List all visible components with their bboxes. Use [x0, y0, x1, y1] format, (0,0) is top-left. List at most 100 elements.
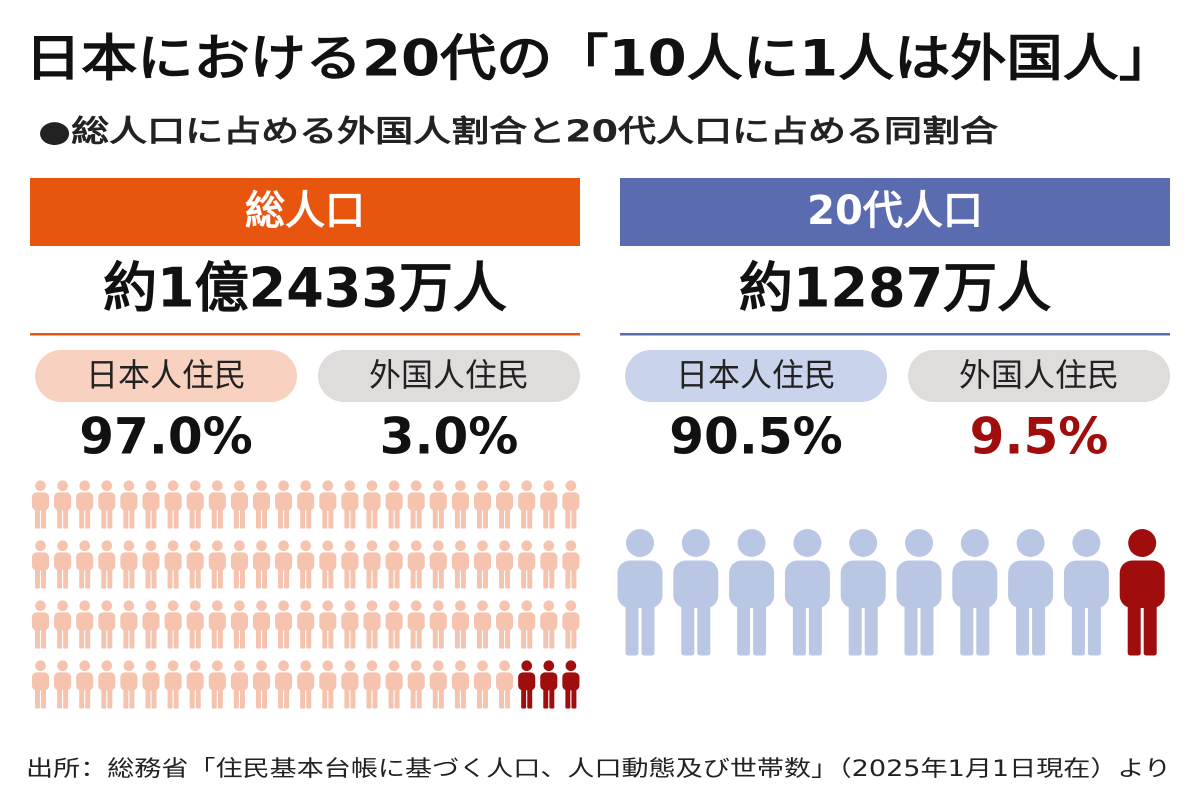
icon-leg: [681, 593, 695, 656]
icon-head: [681, 529, 710, 557]
person-icon: [275, 540, 293, 589]
icon-leg: [388, 684, 394, 709]
person-icon: [252, 660, 271, 709]
icon-leg: [123, 504, 129, 529]
person-icon: [518, 480, 536, 529]
icon-leg: [300, 564, 306, 589]
icon-head: [905, 529, 933, 557]
icon-leg: [34, 684, 40, 709]
icon-leg: [920, 593, 934, 656]
icon-head: [167, 600, 179, 612]
icon-leg: [460, 624, 466, 649]
person-icon: [1063, 529, 1109, 656]
icon-leg: [57, 504, 63, 529]
person-icon: [540, 540, 558, 589]
icon-leg: [284, 624, 290, 649]
icon-leg: [217, 624, 223, 649]
icon-leg: [499, 684, 505, 709]
icon-leg: [107, 564, 113, 589]
icon-head: [410, 540, 422, 552]
icon-leg: [454, 684, 460, 709]
icon-body: [186, 612, 204, 631]
icon-body: [76, 612, 94, 631]
icon-head: [189, 600, 201, 612]
icon-body: [429, 552, 447, 571]
icon-body: [275, 492, 293, 511]
icon-leg: [322, 564, 328, 589]
icon-head: [521, 480, 533, 492]
icon-body: [275, 612, 293, 631]
icon-leg: [388, 504, 394, 529]
icon-body: [496, 492, 514, 511]
icon-leg: [344, 624, 350, 649]
panel-total: 約1287万人: [739, 257, 1051, 320]
icon-body: [31, 612, 50, 631]
icon-body: [451, 492, 469, 511]
icon-leg: [394, 504, 400, 529]
icon-head: [123, 600, 135, 612]
icon-leg: [476, 504, 482, 529]
icon-head: [432, 480, 444, 492]
person-icon: [319, 600, 337, 649]
icon-head: [101, 480, 113, 492]
icon-head: [189, 660, 201, 672]
icon-body: [341, 552, 359, 571]
icon-head: [35, 600, 46, 612]
icon-leg: [499, 504, 505, 529]
group-label: 日本人住民: [676, 356, 836, 394]
icon-leg: [262, 564, 268, 589]
person-icon: [518, 660, 536, 709]
person-icon: [76, 480, 94, 529]
icon-leg: [366, 504, 372, 529]
icon-leg: [101, 504, 107, 529]
icon-head: [432, 660, 444, 672]
icon-head: [300, 600, 312, 612]
icon-leg: [438, 624, 444, 649]
icon-body: [120, 492, 138, 511]
icon-leg: [521, 504, 527, 529]
icon-head: [432, 540, 444, 552]
icon-leg: [328, 684, 334, 709]
person-icon: [562, 600, 580, 649]
person-icon: [473, 660, 492, 709]
group-share: 9.5%: [970, 408, 1109, 466]
icon-leg: [123, 624, 129, 649]
person-icon: [186, 480, 204, 529]
icon-leg: [85, 624, 91, 649]
icon-leg: [101, 684, 107, 709]
person-icon: [120, 480, 138, 529]
icon-leg: [167, 504, 173, 529]
person-icon: [98, 540, 116, 589]
person-icon: [473, 540, 492, 589]
icon-body: [840, 560, 886, 608]
icon-leg: [416, 504, 422, 529]
person-icon: [562, 480, 580, 529]
icon-leg: [372, 504, 378, 529]
icon-leg: [1071, 593, 1085, 656]
icon-leg: [505, 684, 511, 709]
icon-head: [388, 600, 400, 612]
icon-leg: [1032, 593, 1046, 656]
icon-leg: [129, 504, 135, 529]
icon-head: [565, 540, 577, 552]
icon-head: [499, 480, 510, 492]
icon-head: [477, 540, 488, 552]
icon-leg: [460, 504, 466, 529]
person-icon: [54, 660, 72, 709]
icon-head: [1128, 529, 1157, 557]
person-icon: [297, 540, 315, 589]
icon-leg: [63, 684, 69, 709]
group-pill: [318, 350, 580, 402]
group-pill: [625, 350, 887, 402]
icon-body: [518, 552, 536, 571]
icon-head: [477, 480, 488, 492]
icon-head: [499, 600, 510, 612]
person-icon: [208, 540, 226, 589]
icon-body: [385, 552, 403, 571]
icon-head: [300, 480, 312, 492]
icon-head: [849, 529, 878, 557]
person-icon: [385, 540, 403, 589]
icon-leg: [151, 624, 157, 649]
person-icon: [385, 600, 403, 649]
icon-leg: [571, 684, 577, 709]
